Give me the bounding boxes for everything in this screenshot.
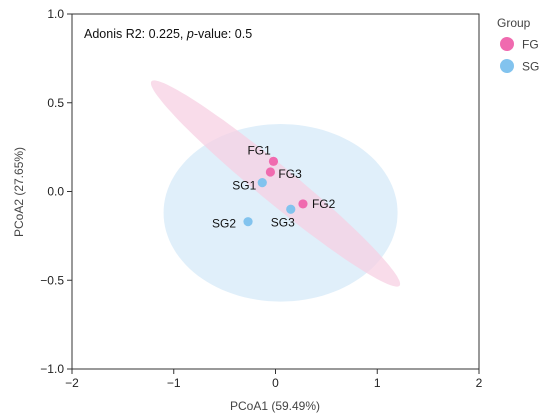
point-label: SG2	[212, 217, 236, 231]
point-fg1	[268, 156, 279, 166]
confidence-ellipses	[150, 80, 401, 302]
y-tick-label: 0.0	[47, 185, 64, 199]
x-tick-label: 1	[374, 376, 381, 390]
adonis-annotation: Adonis R2: 0.225, p-value: 0.5	[84, 27, 252, 41]
y-axis-label: PCoA2 (27.65%)	[12, 147, 26, 237]
legend-fg-label: FG	[522, 38, 539, 52]
y-tick-label: 1.0	[47, 7, 64, 21]
point-label: FG2	[312, 197, 336, 211]
point-label: SG3	[271, 215, 295, 229]
x-tick-label: −2	[65, 376, 79, 390]
y-tick-label: −1.0	[40, 362, 64, 376]
legend-sg-marker	[500, 59, 514, 73]
legend: Group FG SG	[497, 16, 539, 74]
axis-ticks: −2 −1 0 1 2 −1.0 −0.5 0.0 0.5 1.0	[40, 7, 482, 390]
point-sg1	[257, 178, 267, 188]
point-sg2	[243, 217, 253, 227]
y-tick-label: 0.5	[47, 96, 64, 110]
point-sg3	[286, 204, 296, 214]
legend-title: Group	[497, 16, 531, 30]
point-fg3	[265, 167, 276, 177]
ellipse-fg	[150, 80, 401, 287]
legend-sg-label: SG	[522, 60, 539, 74]
x-tick-label: 0	[272, 376, 279, 390]
legend-fg-marker	[500, 37, 514, 51]
point-label: SG1	[232, 179, 256, 193]
x-tick-label: −1	[167, 376, 181, 390]
point-label: FG3	[278, 167, 302, 181]
point-fg2	[298, 199, 308, 209]
data-points: FG1 FG2 FG3 SG1 SG2 SG3	[212, 143, 336, 230]
ellipse-sg	[163, 124, 398, 302]
x-axis-label: PCoA1 (59.49%)	[230, 399, 320, 413]
y-tick-label: −0.5	[40, 273, 64, 287]
x-tick-label: 2	[476, 376, 483, 390]
point-label: FG1	[247, 143, 271, 157]
